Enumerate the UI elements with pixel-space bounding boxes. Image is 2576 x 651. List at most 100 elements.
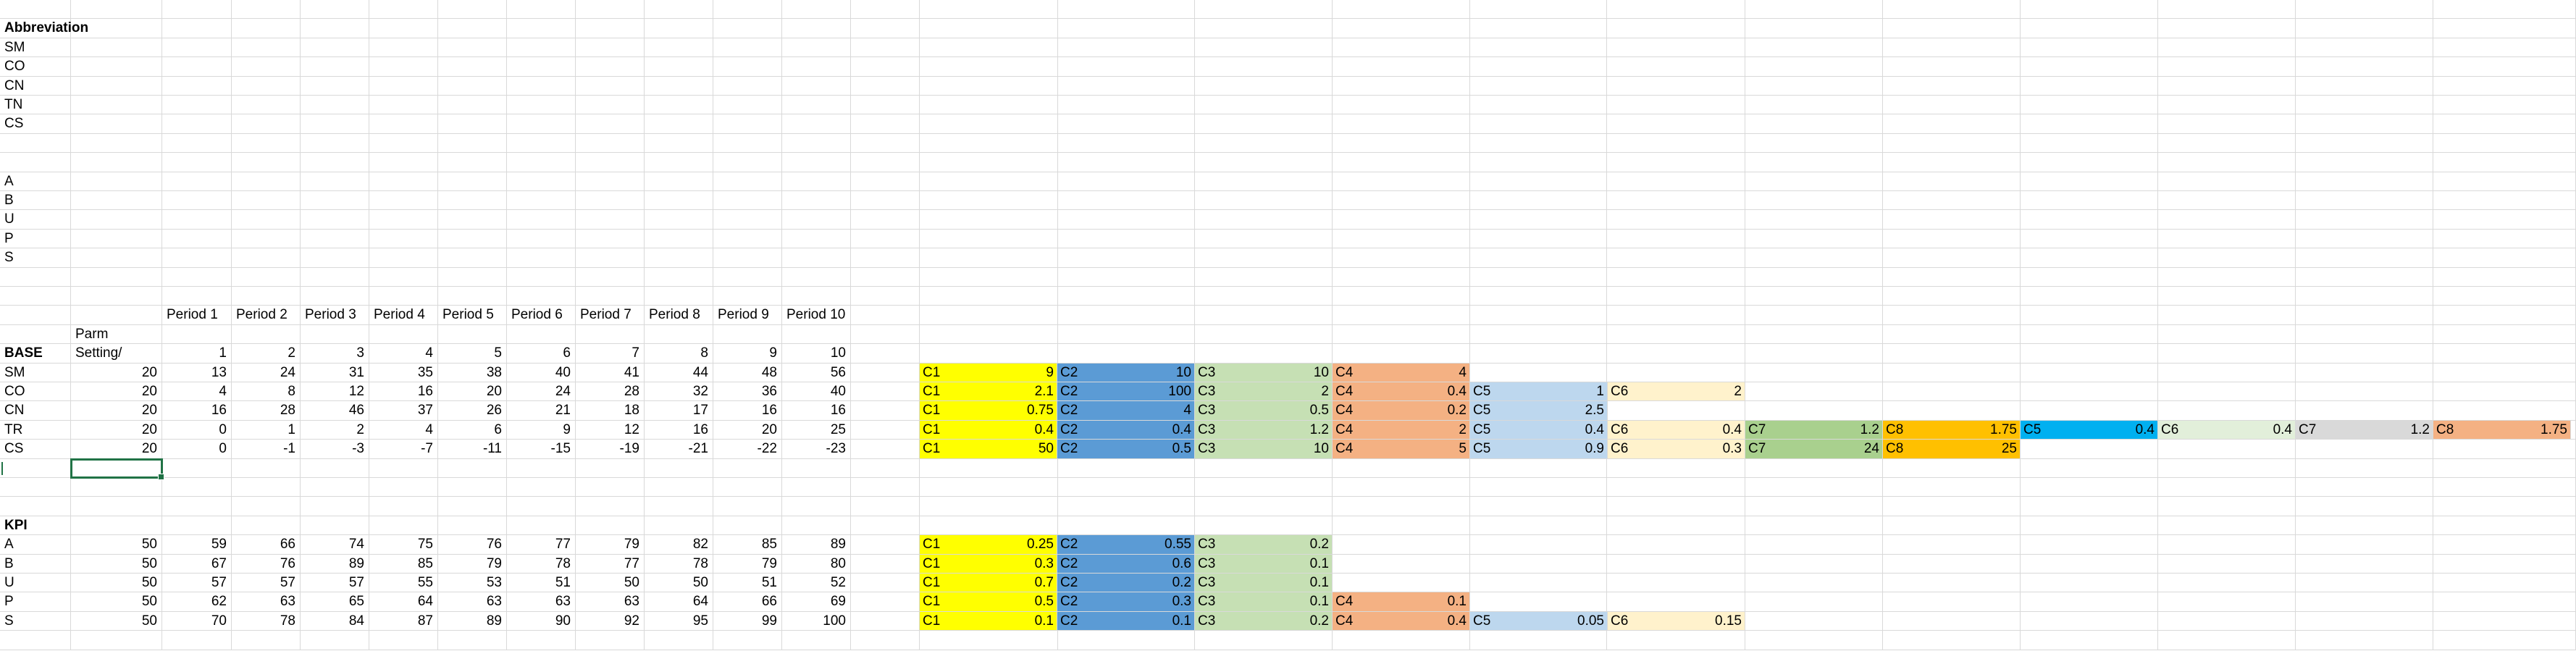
grid-cell[interactable] [782, 458, 851, 478]
grid-cell[interactable] [1333, 153, 1470, 172]
grid-cell[interactable] [645, 574, 713, 593]
period-value[interactable]: -3 [352, 441, 364, 457]
grid-cell[interactable] [162, 363, 232, 382]
grid-cell[interactable] [2296, 554, 2433, 574]
period-value[interactable]: 95 [692, 613, 708, 629]
grid-cell[interactable] [507, 114, 576, 134]
grid-cell[interactable] [782, 497, 851, 516]
grid-cell[interactable] [1058, 133, 1195, 154]
grid-cell[interactable] [71, 363, 162, 382]
grid-cell[interactable] [576, 382, 645, 402]
grid-cell[interactable] [301, 574, 369, 593]
grid-cell[interactable] [645, 516, 713, 536]
grid-cell[interactable] [645, 306, 713, 325]
grid-cell[interactable] [2021, 344, 2158, 364]
period-value[interactable]: 57 [280, 575, 295, 590]
grid-cell[interactable] [71, 497, 162, 516]
grid-cell[interactable] [645, 210, 713, 230]
grid-cell[interactable] [162, 382, 232, 402]
grid-cell[interactable] [301, 631, 369, 650]
grid-cell[interactable] [782, 76, 851, 96]
grid-cell[interactable] [232, 574, 301, 593]
grid-cell[interactable] [782, 133, 851, 154]
grid-cell[interactable] [1745, 458, 1883, 478]
grid-cell[interactable] [1883, 344, 2021, 364]
grid-cell[interactable] [232, 592, 301, 612]
period-value[interactable]: 76 [486, 537, 502, 553]
grid-cell[interactable] [782, 153, 851, 172]
grid-cell[interactable] [2021, 592, 2158, 612]
grid-cell[interactable] [1745, 478, 1883, 497]
grid-cell[interactable] [71, 57, 162, 77]
grid-cell[interactable] [576, 535, 645, 555]
grid-cell[interactable] [1745, 96, 1883, 115]
base-label[interactable]: BASE [4, 345, 43, 361]
grid-cell[interactable] [851, 38, 920, 58]
grid-cell[interactable] [369, 153, 438, 172]
grid-cell[interactable] [713, 592, 782, 612]
grid-cell[interactable] [920, 478, 1058, 497]
grid-cell[interactable] [1470, 19, 1607, 38]
grid-cell[interactable] [645, 153, 713, 172]
grid-cell[interactable] [1058, 306, 1195, 325]
grid-cell[interactable] [1607, 114, 1745, 134]
coefficient-block[interactable]: C4 0.4 [1333, 611, 1470, 631]
period-value[interactable]: 82 [692, 537, 708, 553]
grid-cell[interactable] [1607, 57, 1745, 77]
grid-cell[interactable] [2296, 401, 2433, 421]
grid-cell[interactable] [2158, 631, 2296, 650]
grid-cell[interactable] [920, 306, 1058, 325]
grid-cell[interactable] [1745, 363, 1883, 382]
coefficient-block[interactable]: C6 0.4 [1608, 420, 1745, 440]
grid-cell[interactable] [2296, 210, 2433, 230]
grid-cell[interactable] [645, 19, 713, 38]
grid-cell[interactable] [301, 172, 369, 191]
grid-cell[interactable] [1195, 267, 1333, 287]
grid-cell[interactable] [1607, 229, 1745, 249]
period-value[interactable]: 32 [692, 384, 708, 399]
grid-cell[interactable] [301, 210, 369, 230]
grid-cell[interactable] [2158, 229, 2296, 249]
grid-cell[interactable] [920, 133, 1058, 154]
grid-cell[interactable] [1195, 229, 1333, 249]
grid-cell[interactable] [1607, 497, 1745, 516]
grid-cell[interactable] [1333, 19, 1470, 38]
period-value[interactable]: -21 [688, 441, 708, 457]
grid-cell[interactable] [2433, 401, 2576, 421]
grid-cell[interactable] [645, 267, 713, 287]
grid-cell[interactable] [576, 458, 645, 478]
grid-cell[interactable] [162, 287, 232, 306]
grid-cell[interactable] [1333, 306, 1470, 325]
coefficient-block[interactable]: C4 0.1 [1333, 592, 1470, 612]
period-value[interactable]: 62 [211, 594, 227, 610]
grid-cell[interactable] [713, 497, 782, 516]
grid-cell[interactable] [1607, 267, 1745, 287]
grid-cell[interactable] [438, 478, 507, 497]
grid-cell[interactable] [0, 324, 71, 345]
grid-cell[interactable] [2021, 0, 2158, 20]
period-value[interactable]: 41 [624, 364, 639, 380]
grid-cell[interactable] [713, 478, 782, 497]
grid-cell[interactable] [71, 133, 162, 154]
grid-cell[interactable] [851, 0, 920, 20]
grid-cell[interactable] [162, 401, 232, 421]
grid-cell[interactable] [162, 574, 232, 593]
grid-cell[interactable] [162, 0, 232, 20]
parm-label[interactable]: Setting/ [75, 345, 122, 361]
grid-cell[interactable] [2433, 440, 2576, 459]
grid-cell[interactable] [645, 382, 713, 402]
grid-cell[interactable] [1470, 57, 1607, 77]
grid-cell[interactable] [1607, 191, 1745, 211]
period-header[interactable]: Period 7 [580, 307, 632, 323]
grid-cell[interactable] [438, 440, 507, 459]
grid-cell[interactable] [0, 57, 71, 77]
grid-cell[interactable] [71, 574, 162, 593]
grid-cell[interactable] [438, 324, 507, 345]
grid-cell[interactable] [2158, 0, 2296, 20]
grid-cell[interactable] [2158, 153, 2296, 172]
grid-cell[interactable] [2296, 248, 2433, 268]
grid-cell[interactable] [713, 554, 782, 574]
coefficient-block[interactable]: C6 2 [1608, 382, 1745, 402]
grid-cell[interactable] [1470, 133, 1607, 154]
grid-cell[interactable] [576, 153, 645, 172]
